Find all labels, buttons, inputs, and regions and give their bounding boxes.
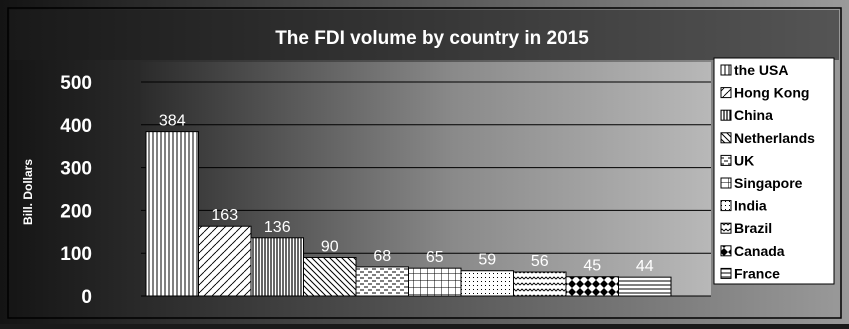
legend-label: India: [734, 198, 767, 214]
y-tick-label: 400: [60, 116, 92, 137]
bars: [145, 131, 672, 297]
y-tick-label: 100: [60, 244, 92, 265]
legend-label: Hong Kong: [734, 85, 809, 101]
y-tick-label: 200: [60, 201, 92, 222]
bar: [565, 276, 619, 297]
legend-label: France: [734, 265, 780, 281]
legend-swatch: [720, 222, 732, 234]
bar: [303, 256, 357, 297]
data-labels: 384 163 136 90 68 65 59 56 45 44: [159, 113, 654, 276]
y-tick-label: 0: [81, 287, 92, 308]
legend-swatch: [720, 177, 732, 189]
chart-title: The FDI volume by country in 2015: [275, 28, 589, 49]
legend-swatch: [720, 267, 732, 279]
bar-value-label: 384: [159, 113, 186, 130]
bar: [250, 237, 304, 297]
bar-value-label: 68: [373, 248, 391, 265]
y-tick-label: 300: [60, 159, 92, 180]
y-tick-label: 500: [60, 73, 92, 94]
chart-frame: [7, 7, 842, 319]
bar-value-label: 44: [636, 258, 654, 275]
bar-value-label: 90: [321, 238, 339, 255]
bar: [355, 266, 409, 297]
legend-label: Netherlands: [734, 130, 815, 146]
legend-label: Singapore: [734, 175, 803, 191]
legend-label: Brazil: [734, 220, 772, 236]
bar-value-label: 65: [426, 249, 444, 266]
legend-label: the USA: [734, 62, 788, 78]
legend-label: UK: [734, 152, 754, 168]
legend-box: [713, 57, 835, 285]
title-band: [10, 10, 839, 60]
legend-swatch: [720, 154, 732, 166]
bar-value-label: 56: [531, 253, 549, 270]
bar-value-label: 59: [478, 252, 496, 269]
bar: [408, 267, 462, 297]
bar: [460, 270, 514, 297]
bar: [618, 276, 672, 297]
legend: the USA Hong Kong China Netherlands UK Singap…: [713, 57, 835, 285]
legend-label: China: [734, 107, 773, 123]
y-axis-label: Bill. Dollars: [21, 159, 35, 225]
legend-swatch: [720, 245, 732, 257]
bar-value-label: 136: [264, 219, 291, 236]
legend-swatch: [720, 64, 732, 76]
y-tick-labels: 0 100 200 300 400 500: [60, 73, 92, 308]
legend-swatch: [720, 200, 732, 212]
legend-label: Canada: [734, 243, 785, 259]
bar: [198, 225, 252, 297]
legend-items: the USA Hong Kong China Netherlands UK Singap…: [720, 62, 815, 281]
bar-value-label: 163: [211, 207, 238, 224]
bar: [513, 271, 567, 297]
gridlines: [141, 81, 711, 254]
legend-swatch: [720, 109, 732, 121]
legend-swatch: [720, 87, 732, 99]
legend-swatch: [720, 132, 732, 144]
bar-value-label: 45: [583, 258, 601, 275]
bar: [145, 131, 199, 297]
